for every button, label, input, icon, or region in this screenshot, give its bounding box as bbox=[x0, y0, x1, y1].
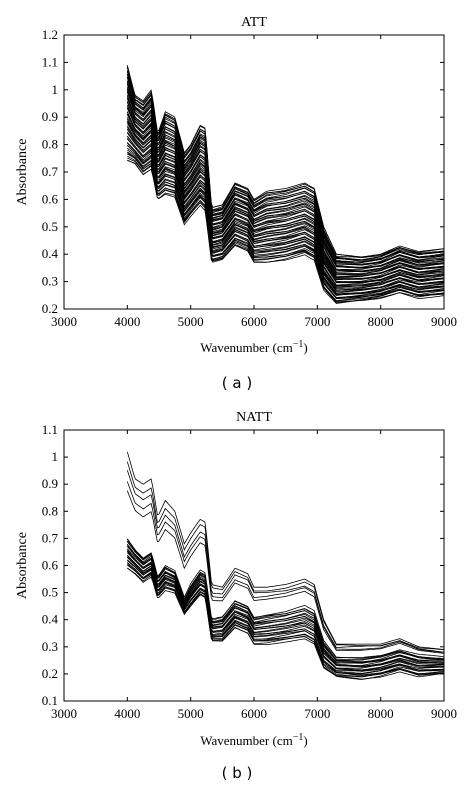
spectrum-series bbox=[126, 111, 445, 280]
panel-label: ( b ) bbox=[222, 764, 253, 782]
spectrum-series bbox=[126, 82, 445, 266]
x-tick-label: 7000 bbox=[304, 706, 330, 721]
spectrum-series bbox=[126, 490, 445, 654]
chart-title: NATT bbox=[236, 410, 272, 425]
spectrum-series bbox=[126, 86, 445, 268]
plot-frame bbox=[63, 429, 445, 702]
y-tick-label: 0.6 bbox=[42, 191, 59, 206]
x-tick-label: 6000 bbox=[241, 314, 267, 329]
y-axis-label: Absorbance bbox=[15, 532, 30, 599]
spectrum-series bbox=[126, 113, 445, 280]
spectrum-series bbox=[127, 142, 444, 295]
spectrum-series bbox=[126, 128, 445, 287]
y-tick-label: 1 bbox=[52, 449, 59, 464]
spectrum-series bbox=[127, 157, 445, 304]
spectrum-series bbox=[126, 538, 444, 659]
x-tick-label: 4000 bbox=[114, 706, 140, 721]
y-tick-label: 0.7 bbox=[42, 530, 59, 545]
y-tick-label: 0.3 bbox=[42, 639, 58, 654]
spectrum-series bbox=[126, 551, 445, 668]
spectrum-series bbox=[127, 567, 445, 680]
spectrum-series bbox=[126, 76, 445, 263]
spectrum-series bbox=[126, 66, 445, 259]
y-tick-label: 0.3 bbox=[42, 274, 58, 289]
x-tick-label: 3000 bbox=[51, 706, 77, 721]
spectrum-series bbox=[126, 451, 445, 650]
x-tick-label: 9000 bbox=[431, 706, 457, 721]
x-tick-label: 8000 bbox=[368, 314, 394, 329]
panel-label: ( a ) bbox=[222, 374, 252, 392]
spectrum-series bbox=[126, 135, 445, 291]
y-tick-label: 1 bbox=[52, 82, 59, 97]
x-tick-label: 6000 bbox=[241, 706, 267, 721]
chart-title: ATT bbox=[241, 15, 267, 30]
spectra-lines bbox=[126, 65, 445, 304]
y-tick-label: 0.1 bbox=[42, 693, 58, 708]
y-tick-label: 0.5 bbox=[42, 219, 58, 234]
spectrum-series bbox=[126, 461, 445, 651]
y-tick-label: 0.7 bbox=[42, 164, 59, 179]
spectrum-series bbox=[126, 481, 445, 653]
y-tick-label: 0.8 bbox=[42, 503, 58, 518]
spectrum-series bbox=[126, 544, 445, 663]
y-tick-label: 1.2 bbox=[42, 27, 58, 42]
spectrum-series bbox=[127, 550, 445, 668]
x-tick-label: 5000 bbox=[178, 314, 204, 329]
y-tick-label: 0.5 bbox=[42, 585, 58, 600]
spectrum-series bbox=[126, 546, 445, 664]
x-tick-label: 4000 bbox=[114, 314, 140, 329]
y-tick-label: 0.2 bbox=[42, 301, 58, 316]
spectrum-series bbox=[127, 554, 444, 671]
y-tick-label: 0.4 bbox=[42, 246, 59, 261]
spectrum-series bbox=[126, 470, 445, 653]
y-tick-label: 0.2 bbox=[42, 666, 58, 681]
x-tick-label: 7000 bbox=[304, 314, 330, 329]
spectrum-series bbox=[127, 151, 445, 300]
spectrum-series bbox=[126, 549, 445, 667]
y-tick-label: 0.4 bbox=[42, 612, 59, 627]
x-tick-label: 3000 bbox=[51, 314, 77, 329]
x-tick-label: 9000 bbox=[431, 314, 457, 329]
spectrum-series bbox=[126, 104, 445, 277]
spectrum-series bbox=[127, 160, 445, 304]
y-tick-label: 0.9 bbox=[42, 476, 58, 491]
y-tick-label: 1.1 bbox=[42, 422, 58, 437]
spectrum-series bbox=[127, 159, 445, 303]
x-axis-label: Wavenumber (cm−1) bbox=[200, 732, 307, 748]
spectrum-series bbox=[127, 567, 445, 680]
y-axis-label: Absorbance bbox=[15, 139, 30, 206]
spectrum-series bbox=[126, 96, 445, 272]
spectrum-series bbox=[126, 538, 445, 659]
spectrum-series bbox=[126, 120, 445, 284]
spectrum-series bbox=[127, 555, 444, 671]
x-tick-label: 8000 bbox=[368, 706, 394, 721]
x-tick-label: 5000 bbox=[178, 706, 204, 721]
panel-natt: NATT 3000 4000 5000 6000 7000 8000 9000 0.1 0.2 0.… bbox=[15, 410, 457, 782]
y-tick-label: 0.9 bbox=[42, 109, 58, 124]
spectrum-series bbox=[127, 548, 445, 666]
y-tick-label: 1.1 bbox=[42, 54, 58, 69]
spectrum-series bbox=[126, 80, 445, 266]
spectrum-series bbox=[127, 562, 445, 677]
x-axis-label: Wavenumber (cm−1) bbox=[200, 339, 307, 355]
panel-att: ATT 3000 4000 5000 6000 7000 8000 9000 0.2 0.3 0.4… bbox=[15, 15, 457, 392]
y-tick-label: 0.8 bbox=[42, 137, 58, 152]
y-tick-label: 0.6 bbox=[42, 558, 59, 573]
spectrum-series bbox=[126, 89, 445, 269]
spectra-lines bbox=[126, 451, 445, 680]
spectrum-series bbox=[126, 545, 445, 664]
spectrum-series bbox=[126, 70, 445, 261]
spectrum-series bbox=[127, 147, 445, 299]
spectrum-series bbox=[126, 117, 445, 283]
spectrum-series bbox=[127, 557, 444, 672]
spectrum-series bbox=[126, 126, 445, 287]
